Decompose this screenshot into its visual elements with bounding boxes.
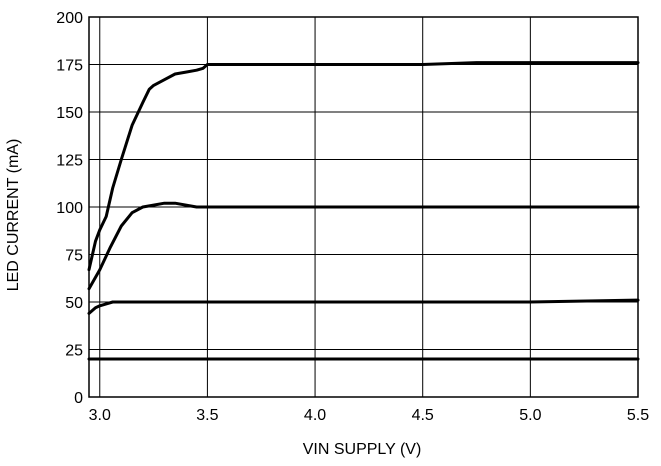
x-axis-title: VIN SUPPLY (V): [303, 441, 422, 458]
x-tick-label: 5.0: [519, 407, 541, 424]
series-line-2: [87, 298, 640, 315]
y-tick-label: 125: [56, 153, 83, 170]
plot-frame: [88, 16, 639, 398]
y-tick-label: 100: [56, 200, 83, 217]
y-tick-label: 150: [56, 105, 83, 122]
y-tick-label: 25: [65, 343, 83, 360]
series-layer: [87, 61, 640, 361]
x-tick-label: 4.0: [304, 407, 326, 424]
y-tick-label: 0: [74, 390, 83, 407]
y-tick-label: 175: [56, 58, 83, 75]
series-line-1: [87, 201, 640, 291]
x-tick-label: 5.5: [627, 407, 649, 424]
plot-border: [88, 16, 639, 398]
series-line-0: [87, 61, 640, 272]
y-tick-label: 50: [65, 295, 83, 312]
x-tick-label: 4.5: [412, 407, 434, 424]
y-axis-title: LED CURRENT (mA): [5, 139, 22, 292]
y-tick-labels: 0 25 50 75 100 125 150 175 200: [56, 10, 83, 407]
y-tick-label: 200: [56, 10, 83, 27]
x-tick-label: 3.5: [196, 407, 218, 424]
y-tick-label: 75: [65, 248, 83, 265]
x-tick-labels: 3.0 3.5 4.0 4.5 5.0 5.5: [89, 407, 650, 424]
x-tick-label: 3.0: [89, 407, 111, 424]
